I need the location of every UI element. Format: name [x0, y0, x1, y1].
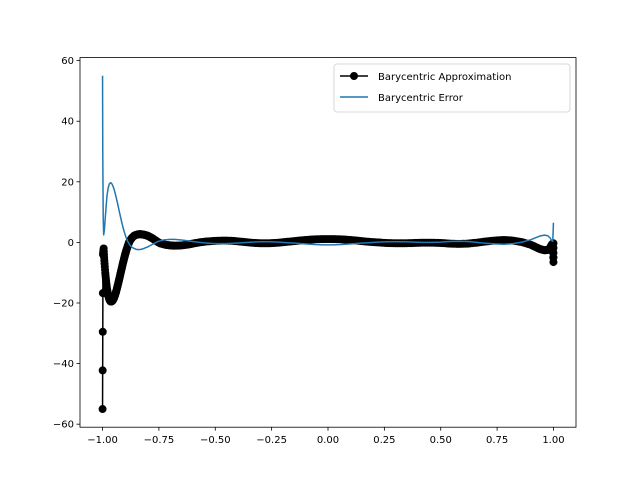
- y-tick-label: 20: [61, 177, 74, 188]
- x-tick-label: −0.75: [144, 435, 175, 446]
- y-tick-label: −20: [53, 298, 74, 309]
- y-tick-label: 0: [68, 238, 74, 249]
- data-point: [98, 366, 107, 375]
- x-tick-label: −0.50: [200, 435, 231, 446]
- x-tick-label: −0.25: [256, 435, 287, 446]
- y-tick-label: 40: [61, 117, 74, 128]
- y-tick-label: −60: [53, 420, 74, 431]
- legend: Barycentric Approximation Barycentric Er…: [333, 63, 571, 113]
- legend-label-error: Barycentric Error: [378, 93, 464, 104]
- series-line: [101, 75, 555, 251]
- y-axis-ticks: −60 −40 −20 0 20 40 60: [53, 56, 80, 431]
- y-tick-label: 60: [61, 56, 74, 67]
- x-tick-label: 0.25: [373, 435, 395, 446]
- legend-marker-approximation: [350, 72, 358, 80]
- legend-box: [333, 63, 571, 113]
- series-barycentric-error: [101, 75, 555, 251]
- data-point: [98, 327, 107, 336]
- series-barycentric-approximation: [98, 230, 558, 414]
- x-tick-label: 0.75: [486, 435, 508, 446]
- x-tick-label: 0.50: [430, 435, 452, 446]
- plot-area: [98, 75, 558, 414]
- x-tick-label: 1.00: [542, 435, 564, 446]
- data-point: [98, 405, 107, 414]
- x-axis-ticks: −1.00 −0.75 −0.50 −0.25 0.00 0.25 0.50 0.75 1.00: [87, 427, 565, 446]
- legend-label-approximation: Barycentric Approximation: [378, 72, 511, 83]
- series-layer: [98, 75, 558, 414]
- x-tick-label: 0.00: [317, 435, 339, 446]
- y-tick-label: −40: [53, 359, 74, 370]
- x-tick-label: −1.00: [87, 435, 118, 446]
